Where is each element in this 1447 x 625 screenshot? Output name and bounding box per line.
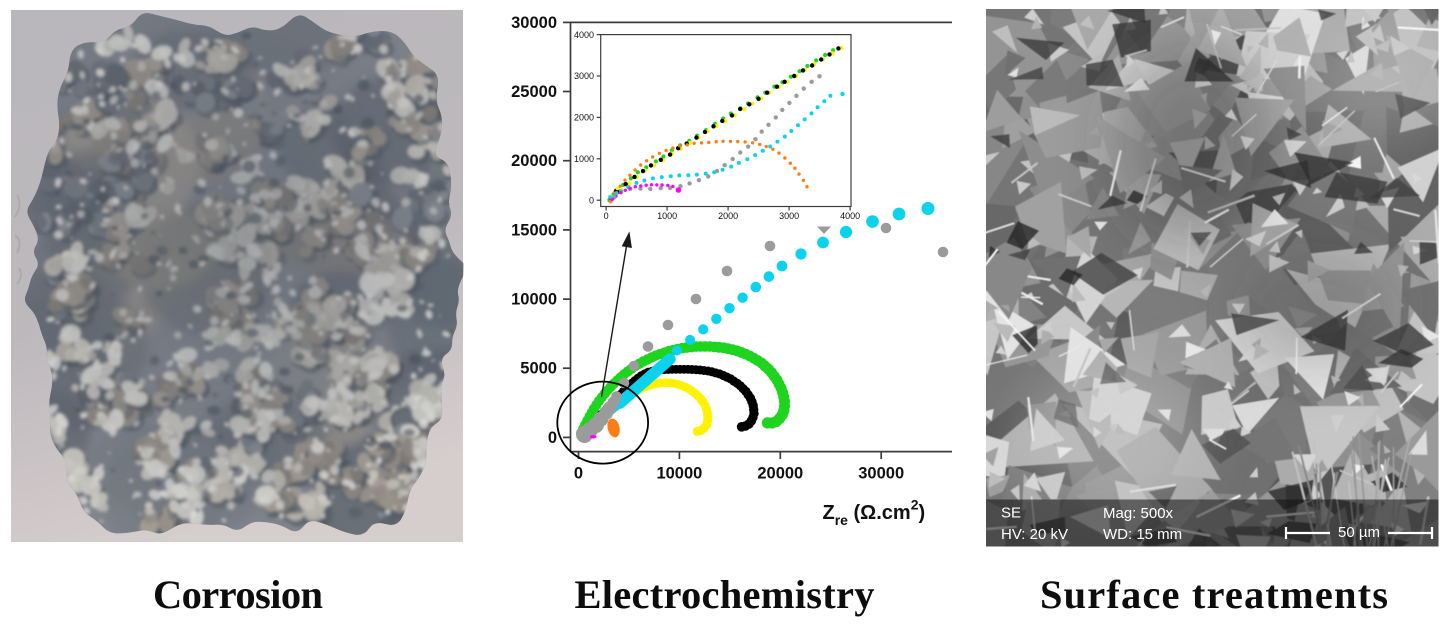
svg-text:10000: 10000 bbox=[656, 465, 702, 483]
svg-text:0: 0 bbox=[548, 429, 557, 447]
svg-text:3000: 3000 bbox=[574, 71, 594, 81]
svg-text:30000: 30000 bbox=[858, 465, 904, 483]
svg-text:Surface treatments: Surface treatments bbox=[1040, 572, 1388, 617]
svg-text:1000: 1000 bbox=[657, 211, 677, 221]
svg-text:1000: 1000 bbox=[574, 154, 594, 164]
svg-text:4000: 4000 bbox=[574, 30, 594, 40]
svg-text:5000: 5000 bbox=[520, 360, 557, 378]
svg-text:0: 0 bbox=[589, 195, 594, 205]
svg-text:Electrochemistry: Electrochemistry bbox=[575, 572, 875, 617]
svg-text:WD: 15 mm: WD: 15 mm bbox=[1103, 526, 1182, 543]
svg-text:20000: 20000 bbox=[757, 465, 803, 483]
svg-text:15000: 15000 bbox=[511, 221, 557, 239]
svg-text:0: 0 bbox=[574, 465, 583, 483]
svg-text:2000: 2000 bbox=[718, 211, 738, 221]
svg-text:30000: 30000 bbox=[511, 14, 557, 32]
svg-text:10000: 10000 bbox=[511, 291, 557, 309]
svg-text:25000: 25000 bbox=[511, 83, 557, 101]
svg-text:Corrosion: Corrosion bbox=[153, 572, 323, 617]
svg-text:50 µm: 50 µm bbox=[1338, 524, 1380, 541]
svg-text:SE: SE bbox=[1001, 505, 1021, 522]
svg-text:3000: 3000 bbox=[779, 211, 799, 221]
svg-text:2000: 2000 bbox=[574, 113, 594, 123]
svg-text:Mag: 500x: Mag: 500x bbox=[1103, 505, 1174, 522]
svg-text:0: 0 bbox=[604, 211, 609, 221]
svg-text:4000: 4000 bbox=[840, 211, 860, 221]
svg-text:HV: 20 kV: HV: 20 kV bbox=[1001, 526, 1068, 543]
svg-text:20000: 20000 bbox=[511, 152, 557, 170]
